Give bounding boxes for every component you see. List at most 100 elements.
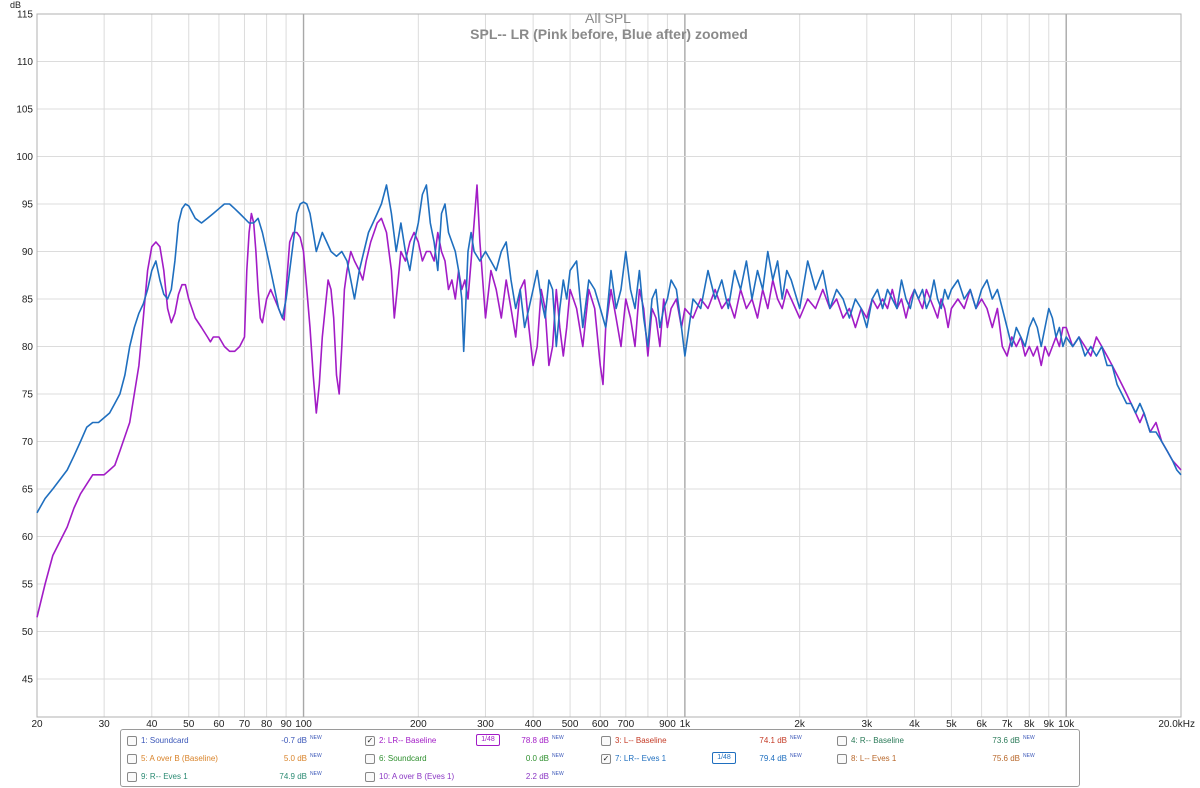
legend-checkbox-1[interactable] [127, 736, 137, 746]
y-tick-label: 105 [16, 105, 33, 116]
new-tag: NEW [552, 753, 564, 759]
legend-checkbox-7[interactable]: ✓ [601, 754, 611, 764]
legend-offset-value: 75.6 dB [992, 754, 1020, 763]
legend-offset-value: 78.8 dB [521, 736, 549, 745]
legend-checkbox-2[interactable]: ✓ [365, 736, 375, 746]
x-tick-label: 500 [562, 719, 579, 728]
new-tag: NEW [790, 735, 802, 741]
legend-offset-value: 74.1 dB [759, 736, 787, 745]
x-tick-label: 600 [592, 719, 609, 728]
y-tick-label: 115 [17, 10, 33, 21]
y-tick-label: 80 [22, 342, 34, 353]
legend-offset-value: 79.4 dB [759, 754, 787, 763]
y-tick-label: 50 [22, 627, 34, 638]
x-tick-label: 40 [146, 719, 158, 728]
legend-offset-value: 5.0 dB [283, 754, 307, 763]
legend-label: 6: Soundcard [379, 754, 427, 763]
x-tick-label: 30 [99, 719, 111, 728]
legend-item-5: 5: A over B (Baseline) 5.0 dB NEW [127, 753, 357, 767]
y-tick-label: 110 [17, 57, 33, 68]
new-tag: NEW [310, 735, 322, 741]
y-axis-label: dB [10, 0, 21, 10]
x-tick-label: 2k [794, 719, 806, 728]
y-tick-label: 100 [16, 152, 33, 163]
legend-label: 9: R-- Eves 1 [141, 772, 188, 781]
x-tick-label: 3k [862, 719, 874, 728]
legend-label: 10: A over B (Eves 1) [379, 772, 455, 781]
legend-checkbox-9[interactable] [127, 772, 137, 782]
x-tick-label: 900 [659, 719, 676, 728]
x-tick-label: 20.0kHz [1158, 719, 1195, 728]
legend-offset-value: 0.0 dB [525, 754, 549, 763]
new-tag: NEW [552, 735, 564, 741]
y-tick-label: 60 [22, 532, 34, 543]
y-tick-label: 70 [22, 437, 34, 448]
legend-checkbox-3[interactable] [601, 736, 611, 746]
x-tick-label: 80 [261, 719, 273, 728]
legend-label: 5: A over B (Baseline) [141, 754, 218, 763]
new-tag: NEW [790, 753, 802, 759]
legend-item-7: ✓ 7: LR-- Eves 1 1/48 79.4 dB NEW [601, 752, 831, 767]
legend-item-4: 4: R-- Baseline 73.6 dB NEW [837, 735, 1067, 749]
series-line-baseline [36, 184, 1182, 618]
legend-offset-value: 74.9 dB [279, 772, 307, 781]
x-tick-label: 7k [1002, 719, 1014, 728]
legend-checkbox-8[interactable] [837, 754, 847, 764]
legend-label: 8: L-- Eves 1 [851, 754, 897, 763]
x-tick-label: 1k [680, 719, 692, 728]
legend-label: 2: LR-- Baseline [379, 736, 437, 745]
legend-checkbox-4[interactable] [837, 736, 847, 746]
x-tick-label: 700 [617, 719, 634, 728]
legend-label: 3: L-- Baseline [615, 736, 667, 745]
x-tick-label: 20 [31, 719, 43, 728]
x-tick-label: 50 [183, 719, 195, 728]
smoothing-badge[interactable]: 1/48 [712, 752, 736, 764]
x-tick-label: 60 [213, 719, 225, 728]
chart-title: All SPL [585, 10, 631, 26]
x-tick-label: 100 [295, 719, 312, 728]
legend-item-2: ✓ 2: LR-- Baseline 1/48 78.8 dB NEW [365, 734, 595, 749]
y-tick-label: 55 [22, 580, 34, 591]
legend-checkbox-5[interactable] [127, 754, 137, 764]
legend-offset-value: -0.7 dB [281, 736, 307, 745]
legend-offset-value: 73.6 dB [992, 736, 1020, 745]
x-tick-label: 8k [1024, 719, 1036, 728]
y-tick-label: 75 [22, 390, 34, 401]
y-tick-label: 45 [22, 675, 34, 686]
legend-item-3: 3: L-- Baseline 74.1 dB NEW [601, 735, 831, 749]
y-tick-label: 90 [22, 247, 34, 258]
x-tick-label: 90 [281, 719, 293, 728]
x-tick-label: 4k [909, 719, 921, 728]
legend-item-6: 6: Soundcard 0.0 dB NEW [365, 753, 595, 767]
new-tag: NEW [310, 771, 322, 777]
legend-item-1: 1: Soundcard -0.7 dB NEW [127, 735, 357, 749]
x-tick-label: 5k [946, 719, 958, 728]
legend-item-10: 10: A over B (Eves 1) 2.2 dB NEW [365, 771, 595, 785]
x-tick-label: 70 [239, 719, 251, 728]
x-tick-label: 200 [410, 719, 427, 728]
x-tick-label: 9k [1043, 719, 1055, 728]
legend-checkbox-10[interactable] [365, 772, 375, 782]
smoothing-badge[interactable]: 1/48 [476, 734, 500, 746]
x-tick-label: 6k [976, 719, 988, 728]
legend-offset-value: 2.2 dB [525, 772, 549, 781]
legend-item-9: 9: R-- Eves 1 74.9 dB NEW [127, 771, 357, 785]
x-tick-label: 300 [477, 719, 494, 728]
legend-label: 1: Soundcard [141, 736, 189, 745]
x-tick-label: 400 [525, 719, 542, 728]
plot-frame [36, 13, 1182, 718]
x-tick-label: 10k [1058, 719, 1075, 728]
y-tick-label: 65 [22, 485, 34, 496]
y-tick-label: 95 [22, 200, 34, 211]
legend-panel: 1: Soundcard -0.7 dB NEW ✓ 2: LR-- Baseline 1… [120, 729, 1080, 787]
legend-label: 4: R-- Baseline [851, 736, 904, 745]
y-tick-label: 85 [22, 295, 34, 306]
new-tag: NEW [552, 771, 564, 777]
series-line-eves [36, 184, 1182, 514]
legend-checkbox-6[interactable] [365, 754, 375, 764]
new-tag: NEW [1023, 753, 1035, 759]
legend-label: 7: LR-- Eves 1 [615, 754, 667, 763]
new-tag: NEW [1023, 735, 1035, 741]
legend-item-8: 8: L-- Eves 1 75.6 dB NEW [837, 753, 1067, 767]
